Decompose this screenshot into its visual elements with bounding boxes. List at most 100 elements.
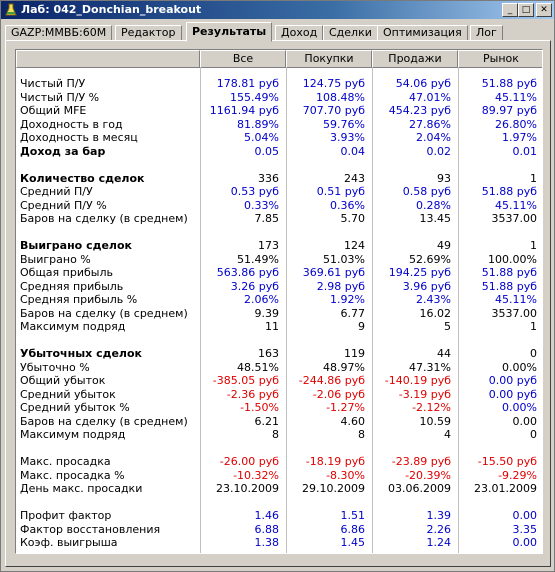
cell-value: 173: [258, 239, 279, 252]
cell-value: 13.45: [419, 212, 452, 225]
table-row: Фактор восстановления 6.88 6.86 2.26 3.35: [16, 522, 542, 536]
table-row: Средний П/У % 0.33% 0.36% 0.28% 45.11%: [16, 198, 542, 212]
cell-value: 3.93%: [330, 131, 365, 144]
row-label: Средний П/У: [20, 185, 93, 198]
close-button[interactable]: ✕: [536, 3, 552, 17]
cell-value: 163: [258, 347, 279, 360]
table-row: Чистый П/У 178.81 руб 124.75 руб 54.06 руб 5…: [16, 77, 542, 90]
table-row: Средний П/У 0.53 руб 0.51 руб 0.58 руб 51.88…: [16, 185, 542, 198]
cell-value: 1: [530, 171, 537, 185]
cell-value: 0: [530, 347, 537, 360]
title-bar[interactable]: Лаб: 042_Donchian_breakout _ □ ✕: [1, 1, 554, 19]
row-label: Баров на сделку (в среднем): [20, 212, 188, 225]
cell-value: 54.06 руб: [395, 77, 451, 90]
table-spacer-row: [16, 334, 542, 347]
table-row: Общий MFE 1161.94 руб 707.70 руб 454.23 руб…: [16, 104, 542, 117]
cell-value: -140.19 руб: [384, 374, 451, 387]
row-label: Баров на сделку (в среднем): [20, 414, 188, 428]
row-label: Чистый П/У: [20, 77, 86, 90]
cell-value: 5: [444, 320, 451, 333]
cell-value: 1161.94 руб: [209, 104, 279, 117]
cell-value: 563.86 руб: [216, 266, 279, 279]
cell-value: 5.04%: [244, 131, 279, 144]
row-label: Баров на сделку (в среднем): [20, 306, 188, 320]
cell-value: 3.35: [512, 522, 538, 536]
cell-value: 1.97%: [502, 131, 537, 144]
cell-value: 707.70 руб: [302, 104, 365, 117]
tab-income[interactable]: Доход: [275, 25, 324, 41]
cell-value: 16.02: [419, 306, 452, 320]
cell-value: 47.01%: [409, 90, 451, 104]
cell-value: 51.88 руб: [481, 266, 537, 279]
cell-value: 45.11%: [495, 198, 537, 212]
cell-value: 124: [344, 239, 365, 252]
table-row: Средняя прибыль % 2.06% 1.92% 2.43% 45.11%: [16, 293, 542, 306]
table-row: Макс. просадка % -10.32% -8.30% -20.39% -9.2…: [16, 468, 542, 482]
table-row: Чистый П/У % 155.49% 108.48% 47.01% 45.11%: [16, 90, 542, 104]
header-long[interactable]: Покупки: [286, 50, 372, 68]
cell-value: 48.97%: [323, 360, 365, 374]
cell-value: 194.25 руб: [388, 266, 451, 279]
header-all[interactable]: Все: [200, 50, 286, 68]
table-row: День макс. просадки 23.10.2009 29.10.2009 0…: [16, 482, 542, 495]
row-label: Профит фактор: [20, 509, 112, 522]
cell-value: -8.30%: [326, 468, 365, 482]
header-market[interactable]: Рынок: [458, 50, 542, 68]
cell-value: 6.21: [254, 414, 280, 428]
cell-value: -1.50%: [240, 401, 279, 414]
cell-value: 10.59: [419, 414, 452, 428]
table-row: Доходность в год 81.89% 59.76% 27.86% 26.80%: [16, 117, 542, 131]
row-label: Средняя прибыль: [20, 279, 124, 293]
tab-editor[interactable]: Редактор: [115, 25, 182, 41]
cell-value: 3537.00: [491, 306, 538, 320]
table-row: Средний убыток -2.36 руб -2.06 руб -3.19 ру…: [16, 388, 542, 401]
tab-optimization[interactable]: Оптимизация: [377, 25, 468, 41]
cell-value: 51.88 руб: [481, 77, 537, 90]
cell-value: 26.80%: [495, 117, 537, 131]
cell-value: 0.36%: [330, 198, 365, 212]
cell-value: 8: [358, 428, 365, 441]
cell-value: -2.12%: [412, 401, 451, 414]
row-label: Средняя прибыль %: [20, 293, 138, 306]
cell-value: -10.32%: [233, 468, 279, 482]
tab-log[interactable]: Лог: [470, 25, 503, 41]
table-row: Баров на сделку (в среднем) 6.21 4.60 10.59…: [16, 414, 542, 428]
column-separator: [200, 68, 201, 553]
row-label: Максимум подряд: [20, 428, 126, 441]
header-short[interactable]: Продажи: [372, 50, 458, 68]
cell-value: 4: [444, 428, 451, 441]
cell-value: 0.53 руб: [230, 185, 279, 198]
results-table[interactable]: Все Покупки Продажи Рынок Чистый П/У 178.…: [15, 49, 543, 554]
cell-value: 0.00 руб: [488, 374, 537, 387]
minimize-button[interactable]: _: [502, 3, 518, 17]
table-row: Баров на сделку (в среднем) 7.85 5.70 13.45…: [16, 212, 542, 225]
tab-trades[interactable]: Сделки: [323, 25, 378, 41]
cell-value: 6.77: [340, 306, 366, 320]
cell-value: 9: [358, 320, 365, 333]
cell-value: 2.98 руб: [316, 279, 365, 293]
cell-value: 2.26: [426, 522, 452, 536]
cell-value: 1.38: [254, 536, 280, 549]
cell-value: 2.04%: [416, 131, 451, 144]
maximize-button[interactable]: □: [518, 3, 534, 17]
cell-value: 27.86%: [409, 117, 451, 131]
table-row: Общая прибыль 563.86 руб 369.61 руб 194.25 …: [16, 266, 542, 279]
cell-value: 0.04: [340, 144, 366, 158]
header-label-column[interactable]: [16, 50, 200, 68]
cell-value: 1.24: [426, 536, 452, 549]
row-label: Общий убыток: [20, 374, 106, 387]
cell-value: 44: [437, 347, 451, 360]
cell-value: 48.51%: [237, 360, 279, 374]
cell-value: -244.86 руб: [298, 374, 365, 387]
cell-value: 0.05: [254, 144, 280, 158]
cell-value: 243: [344, 171, 365, 185]
cell-value: 03.06.2009: [388, 482, 451, 495]
cell-value: 51.03%: [323, 252, 365, 266]
cell-value: 59.76%: [323, 117, 365, 131]
cell-value: -18.19 руб: [305, 455, 365, 468]
tab-results[interactable]: Результаты: [186, 22, 273, 42]
cell-value: 1: [530, 239, 537, 252]
table-row: Профит фактор 1.46 1.51 1.39 0.00: [16, 509, 542, 522]
table-spacer-row: [16, 496, 542, 509]
tab-symbol[interactable]: GAZP:MMBБ:60M: [5, 25, 113, 41]
